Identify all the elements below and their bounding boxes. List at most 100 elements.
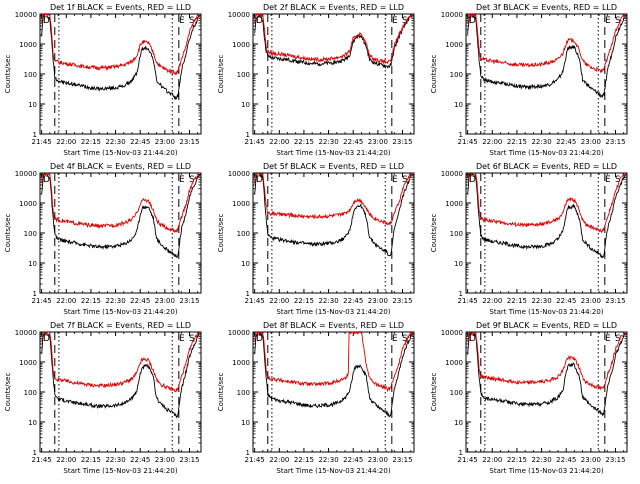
x-tick-label: 21:45: [32, 138, 52, 146]
x-tick-label: 22:30: [531, 138, 551, 146]
x-tick-label: 23:15: [179, 297, 199, 305]
corner-label-e: E: [605, 175, 611, 185]
y-tick-label: 100: [237, 389, 250, 397]
y-tick-label: 10: [28, 419, 37, 427]
corner-label-e: E: [605, 16, 611, 26]
x-tick-label: 22:00: [269, 456, 289, 464]
corner-label-e: E: [605, 334, 611, 344]
y-tick-label: 1: [459, 290, 463, 298]
corner-label-s: S: [615, 334, 621, 344]
corner-label-s: S: [189, 175, 195, 185]
x-tick-label: 23:00: [581, 297, 601, 305]
x-tick-label: 21:45: [458, 456, 478, 464]
x-tick-label: 22:30: [105, 297, 125, 305]
x-tick-label: 23:00: [155, 138, 175, 146]
y-tick-label: 10: [241, 260, 250, 268]
events-rate-line: [41, 14, 200, 101]
corner-label-s: S: [402, 16, 408, 26]
x-tick-label: 22:45: [343, 138, 363, 146]
x-tick-label: 21:45: [245, 138, 265, 146]
x-axis-label: Start Time (15-Nov-03 21:44:20): [276, 149, 390, 157]
detector-panel-3: Det 3f BLACK = Events, RED = LLD Counts/s…: [430, 3, 628, 157]
x-tick-label: 22:45: [130, 138, 150, 146]
y-tick-label: 1: [459, 449, 463, 457]
x-tick-label: 21:45: [32, 297, 52, 305]
y-tick-label: 10000: [441, 170, 463, 178]
corner-label-e: E: [392, 175, 398, 185]
axis-frame: [465, 331, 628, 453]
x-axis-label: Start Time (15-Nov-03 21:44:20): [63, 467, 177, 475]
y-tick-label: 10000: [228, 329, 250, 337]
x-tick-label: 23:15: [179, 456, 199, 464]
events-rate-line: [467, 14, 626, 98]
x-tick-label: 22:30: [531, 456, 551, 464]
corner-label-e: E: [179, 16, 185, 26]
events-rate-line: [254, 173, 413, 257]
corner-label-e: E: [392, 334, 398, 344]
x-axis-label: Start Time (15-Nov-03 21:44:20): [276, 467, 390, 475]
y-tick-label: 1000: [19, 41, 37, 49]
y-tick-label: 10000: [441, 11, 463, 19]
y-tick-label: 1: [33, 449, 37, 457]
y-tick-label: 1: [33, 290, 37, 298]
corner-label-s: S: [402, 334, 408, 344]
x-tick-label: 22:30: [105, 456, 125, 464]
x-tick-label: 22:00: [482, 138, 502, 146]
corner-label-e: E: [179, 175, 185, 185]
x-tick-label: 22:15: [81, 297, 101, 305]
events-rate-line: [467, 332, 626, 417]
x-tick-label: 23:15: [179, 138, 199, 146]
lld-rate-line: [41, 332, 200, 393]
y-tick-label: 10: [454, 419, 463, 427]
events-rate-line: [41, 332, 200, 419]
y-tick-label: 10000: [15, 170, 37, 178]
panel-title: Det 4f BLACK = Events, RED = LLD: [50, 162, 191, 171]
x-tick-label: 22:15: [294, 138, 314, 146]
lld-rate-line: [254, 332, 413, 393]
corner-label-e: E: [392, 16, 398, 26]
lld-rate-line: [467, 332, 626, 391]
lld-rate-line: [41, 14, 200, 76]
x-tick-label: 21:45: [245, 297, 265, 305]
detector-panel-5: Det 5f BLACK = Events, RED = LLD Counts/s…: [217, 162, 415, 316]
detector-panel-9: Det 9f BLACK = Events, RED = LLD Counts/s…: [430, 321, 628, 475]
y-tick-label: 1: [246, 449, 250, 457]
y-tick-label: 1000: [19, 200, 37, 208]
x-tick-label: 23:00: [581, 138, 601, 146]
corner-label-d: D: [43, 175, 50, 185]
x-tick-label: 22:15: [507, 456, 527, 464]
detector-panel-7: Det 7f BLACK = Events, RED = LLD Counts/s…: [4, 321, 202, 475]
y-tick-label: 10000: [15, 11, 37, 19]
axis-frame: [252, 13, 415, 135]
detector-panel-8: Det 8f BLACK = Events, RED = LLD Counts/s…: [217, 321, 415, 475]
x-axis-label: Start Time (15-Nov-03 21:44:20): [489, 467, 603, 475]
panel-title: Det 5f BLACK = Events, RED = LLD: [263, 162, 404, 171]
y-tick-label: 10: [28, 101, 37, 109]
y-tick-label: 100: [24, 230, 37, 238]
y-tick-label: 10: [454, 260, 463, 268]
corner-label-d: D: [469, 175, 476, 185]
corner-label-d: D: [469, 334, 476, 344]
lld-rate-line: [467, 173, 626, 234]
x-tick-label: 23:00: [155, 456, 175, 464]
y-tick-label: 100: [237, 71, 250, 79]
detector-panel-1: Det 1f BLACK = Events, RED = LLD Counts/s…: [4, 3, 202, 157]
lld-rate-line: [41, 173, 200, 234]
x-tick-label: 23:00: [155, 297, 175, 305]
lld-rate-line: [254, 14, 413, 65]
x-tick-label: 22:15: [294, 456, 314, 464]
x-tick-label: 22:30: [318, 297, 338, 305]
x-tick-label: 21:45: [458, 297, 478, 305]
y-tick-label: 100: [450, 71, 463, 79]
x-tick-label: 22:45: [556, 138, 576, 146]
y-tick-label: 100: [450, 389, 463, 397]
axis-frame: [39, 172, 202, 294]
x-tick-label: 22:45: [343, 297, 363, 305]
x-tick-label: 22:00: [56, 297, 76, 305]
x-tick-label: 22:45: [556, 456, 576, 464]
x-axis-label: Start Time (15-Nov-03 21:44:20): [63, 308, 177, 316]
x-tick-label: 23:15: [605, 297, 625, 305]
x-tick-label: 22:00: [56, 138, 76, 146]
x-tick-label: 23:00: [368, 297, 388, 305]
panel-title: Det 1f BLACK = Events, RED = LLD: [50, 3, 191, 12]
